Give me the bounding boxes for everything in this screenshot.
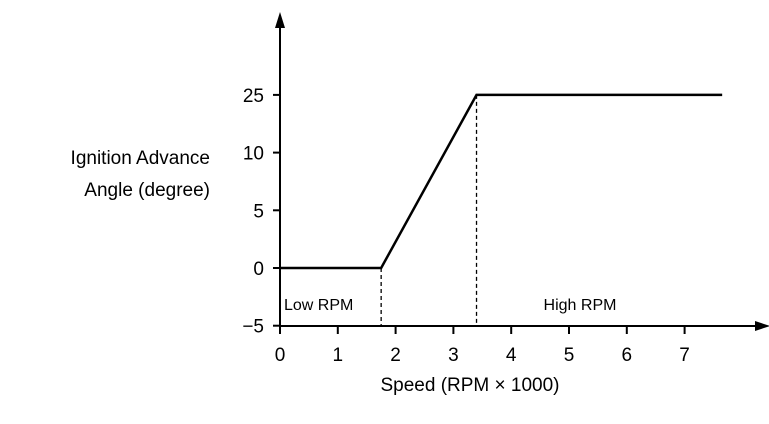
y-tick-label: 25 (243, 86, 264, 107)
reference-lines (380, 94, 478, 326)
region-label-low-rpm: Low RPM (284, 297, 353, 314)
axes (275, 12, 769, 331)
x-tick-label: 5 (564, 345, 575, 366)
y-tick-label: 10 (243, 144, 264, 165)
region-label-high-rpm: High RPM (544, 297, 617, 314)
x-tick-label: 4 (506, 345, 517, 366)
x-tick-label: 1 (333, 345, 344, 366)
x-tick-label: 2 (390, 345, 401, 366)
ignition-advance-line (280, 93, 723, 270)
series-group (280, 93, 723, 270)
y-axis-arrow-icon (275, 12, 285, 28)
x-tick-label: 0 (275, 345, 286, 366)
x-tick-label: 6 (622, 345, 633, 366)
y-tick-label: 5 (253, 201, 264, 222)
y-tick-label: 0 (253, 259, 264, 280)
x-axis-title: Speed (RPM × 1000) (380, 375, 559, 396)
labels: Ignition Advance Angle (degree) Speed (R… (71, 148, 617, 396)
x-axis-arrow-icon (755, 321, 769, 331)
y-axis-title-line-1: Ignition Advance (71, 148, 210, 169)
y-ticks: 25 10 5 0 −5 (242, 86, 280, 338)
x-ticks: 0 1 2 3 4 5 6 7 (275, 326, 690, 366)
x-tick-label: 3 (448, 345, 459, 366)
x-tick-label: 7 (679, 345, 690, 366)
y-axis-title-line-2: Angle (degree) (84, 180, 210, 201)
y-tick-label: −5 (242, 317, 264, 338)
